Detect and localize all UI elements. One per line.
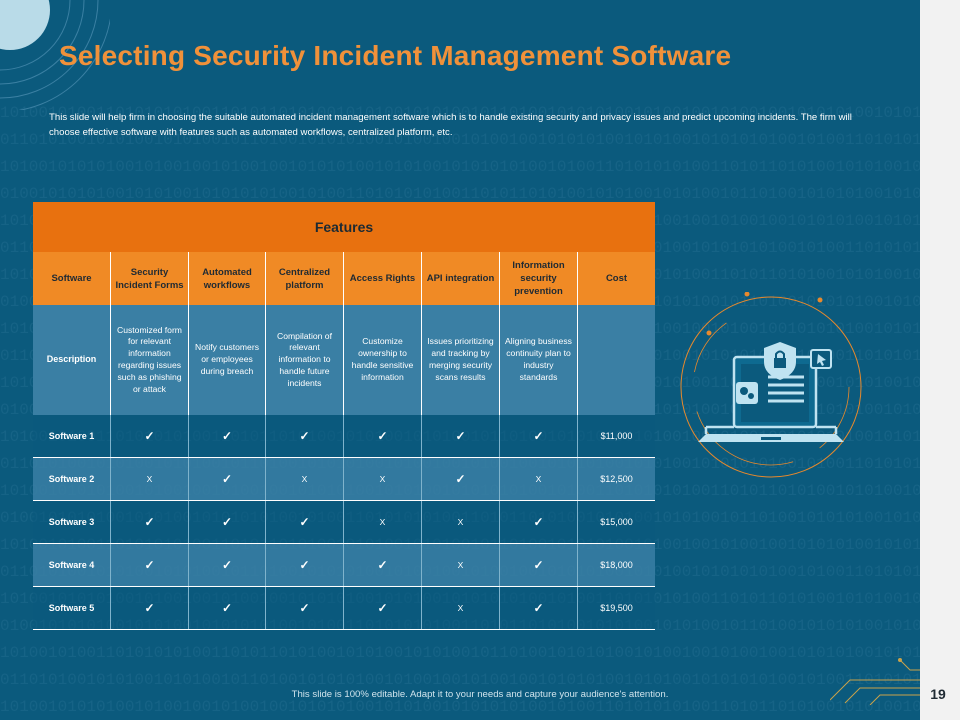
feature-mark-cell: ✓ xyxy=(266,544,344,586)
table-row: Software 3 ✓ ✓ ✓ X X ✓ $15,000 xyxy=(33,501,655,544)
intro-text: This slide will help firm in choosing th… xyxy=(49,112,852,138)
feature-mark-cell: ✓ xyxy=(111,501,189,543)
shield-lock-icon xyxy=(764,342,796,380)
header-cell: Automated workflows xyxy=(189,252,266,305)
software-name-cell: Software 1 xyxy=(33,415,111,457)
feature-mark-cell: ✓ xyxy=(111,544,189,586)
software-name-cell: Software 3 xyxy=(33,501,111,543)
cost-cell: $11,000 xyxy=(600,431,633,441)
cost-cell: $15,000 xyxy=(600,517,633,527)
feature-comparison-table: Features Software Security Incident Forms… xyxy=(33,202,655,630)
description-cell: Aligning business continuity plan to ind… xyxy=(500,305,578,415)
footer-text: This slide is 100% editable. Adapt it to… xyxy=(291,689,669,700)
feature-mark-cell: ✓ xyxy=(500,501,578,543)
feature-mark-cell: ✓ xyxy=(111,415,189,457)
cursor-icon xyxy=(810,349,832,369)
slide: 1010010100110101010100110101101010010101… xyxy=(0,0,920,720)
header-cell: Information security prevention xyxy=(500,252,578,305)
feature-mark-cell: X xyxy=(111,458,189,500)
header-cell: Security Incident Forms xyxy=(111,252,189,305)
header-cell: Access Rights xyxy=(344,252,422,305)
table-row: Software 1 ✓ ✓ ✓ ✓ ✓ ✓ $11,000 xyxy=(33,415,655,458)
description-cell: Issues prioritizing and tracking by merg… xyxy=(422,305,500,415)
feature-mark-cell: ✓ xyxy=(189,458,266,500)
feature-mark-cell: ✓ xyxy=(189,587,266,629)
feature-mark-cell: ✓ xyxy=(266,501,344,543)
feature-mark-cell: ✓ xyxy=(500,544,578,586)
gears-icon xyxy=(736,382,758,404)
binary-line: 1010010100110101010100110101101010010101… xyxy=(0,644,920,662)
feature-mark-cell: ✓ xyxy=(422,458,500,500)
page-number: 19 xyxy=(930,686,946,702)
cost-cell: $19,500 xyxy=(600,603,633,613)
circuit-lines-decoration xyxy=(830,658,920,705)
laptop-security-icon xyxy=(680,292,862,478)
feature-mark-cell: ✓ xyxy=(500,587,578,629)
feature-mark-cell: ✓ xyxy=(344,415,422,457)
cost-cell: $12,500 xyxy=(600,474,633,484)
description-cell: Notify customers or employees during bre… xyxy=(189,305,266,415)
cost-cell: $18,000 xyxy=(600,560,633,570)
description-cell: Description xyxy=(33,305,111,415)
description-row: Description Customized form for relevant … xyxy=(33,305,655,415)
binary-line: 1010010101010010100100101001001010101001… xyxy=(0,698,920,716)
table-row: Software 5 ✓ ✓ ✓ ✓ X ✓ $19,500 xyxy=(33,587,655,630)
feature-mark-cell: X xyxy=(266,458,344,500)
header-cell: Cost xyxy=(605,273,628,284)
header-cell: Software xyxy=(33,252,111,305)
binary-line: 1010010100110101010100110101101010010101… xyxy=(0,104,920,122)
feature-mark-cell: X xyxy=(422,587,500,629)
header-cell: Centralized platform xyxy=(266,252,344,305)
feature-mark-cell: ✓ xyxy=(111,587,189,629)
description-cell: Customize ownership to handle sensitive … xyxy=(344,305,422,415)
feature-mark-cell: X xyxy=(422,501,500,543)
binary-line: 0110101001010100101010010110100101010100… xyxy=(0,671,920,689)
feature-mark-cell: X xyxy=(422,544,500,586)
feature-mark-cell: ✓ xyxy=(189,415,266,457)
feature-mark-cell: ✓ xyxy=(189,501,266,543)
feature-mark-cell: ✓ xyxy=(344,544,422,586)
binary-line: 0110101001010100101010010110100101010100… xyxy=(0,131,920,149)
binary-line: 0100101010100101010010101010100101001101… xyxy=(0,185,920,203)
description-cell: Compilation of relevant information to h… xyxy=(266,305,344,415)
feature-mark-cell: ✓ xyxy=(500,415,578,457)
software-name-cell: Software 4 xyxy=(33,544,111,586)
feature-mark-cell: ✓ xyxy=(422,415,500,457)
feature-mark-cell: X xyxy=(500,458,578,500)
right-sidebar xyxy=(920,0,960,720)
table-row: Software 2 X ✓ X X ✓ X $12,500 xyxy=(33,458,655,501)
software-name-cell: Software 5 xyxy=(33,587,111,629)
feature-mark-cell: ✓ xyxy=(266,415,344,457)
software-name-cell: Software 2 xyxy=(33,458,111,500)
description-cell xyxy=(578,305,655,415)
feature-mark-cell: ✓ xyxy=(344,587,422,629)
binary-line: 1010010101010010100100101001001010101001… xyxy=(0,158,920,176)
description-cell: Customized form for relevant information… xyxy=(111,305,189,415)
feature-mark-cell: X xyxy=(344,501,422,543)
page-title: Selecting Security Incident Management S… xyxy=(59,40,732,71)
header-cell: API integration xyxy=(422,252,500,305)
table-row: Software 4 ✓ ✓ ✓ ✓ X ✓ $18,000 xyxy=(33,544,655,587)
feature-mark-cell: ✓ xyxy=(266,587,344,629)
features-header: Features xyxy=(33,202,655,252)
feature-mark-cell: ✓ xyxy=(189,544,266,586)
table-header-row: Software Security Incident Forms Automated… xyxy=(33,252,655,305)
feature-mark-cell: X xyxy=(344,458,422,500)
